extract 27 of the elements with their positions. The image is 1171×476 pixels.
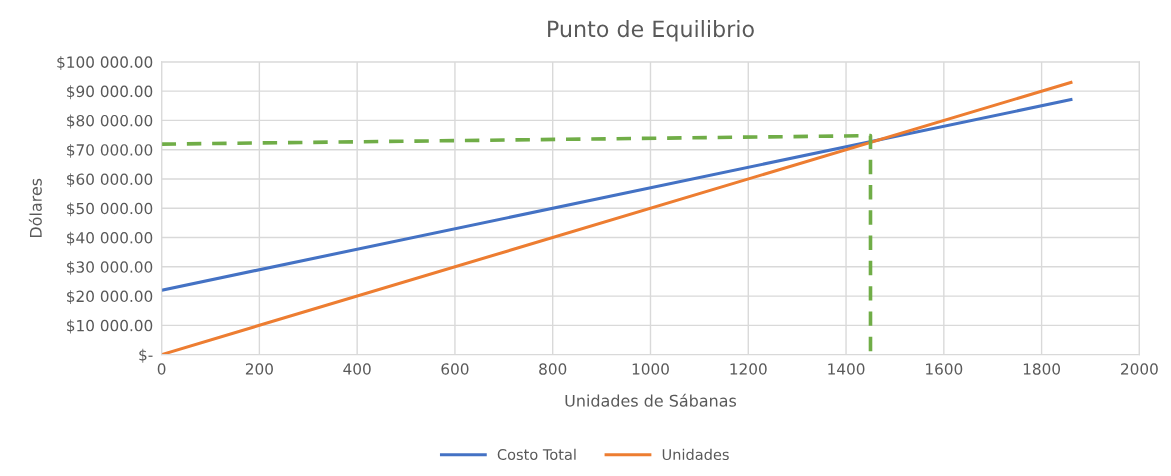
x-tick-label: 1800 <box>1023 363 1061 375</box>
legend-label: Unidades <box>662 448 729 461</box>
y-tick-label: $60 000.00 <box>67 173 153 188</box>
x-tick-label: 800 <box>539 363 567 375</box>
y-tick-label: $40 000.00 <box>67 231 153 246</box>
x-tick-label: 600 <box>441 363 469 375</box>
x-tick-label: 400 <box>343 363 371 375</box>
y-tick-label: $80 000.00 <box>67 114 153 129</box>
x-tick-label: 0 <box>157 363 166 375</box>
y-tick-label: $10 000.00 <box>67 319 153 334</box>
x-tick-label: 2000 <box>1121 363 1158 375</box>
y-tick-label: $50 000.00 <box>67 202 153 217</box>
x-tick-label: 1200 <box>730 363 767 375</box>
y-tick-label: $90 000.00 <box>67 85 153 100</box>
x-tick-label: 1400 <box>828 363 865 375</box>
y-tick-label: $30 000.00 <box>67 260 153 275</box>
x-tick-label: 1600 <box>926 363 963 375</box>
y-tick-label: $70 000.00 <box>67 143 153 158</box>
x-tick-label: 200 <box>245 363 273 375</box>
y-axis-title: Dólares <box>28 178 42 238</box>
x-axis-title: Unidades de Sábanas <box>565 393 737 407</box>
y-tick-label: $- <box>139 348 153 363</box>
y-tick-label: $20 000.00 <box>67 290 153 305</box>
x-tick-label: 1000 <box>632 363 669 375</box>
legend-label: Costo Total <box>497 448 576 461</box>
chart-title: Punto de Equilibrio <box>548 19 754 42</box>
y-tick-label: $100 000.00 <box>57 56 153 70</box>
